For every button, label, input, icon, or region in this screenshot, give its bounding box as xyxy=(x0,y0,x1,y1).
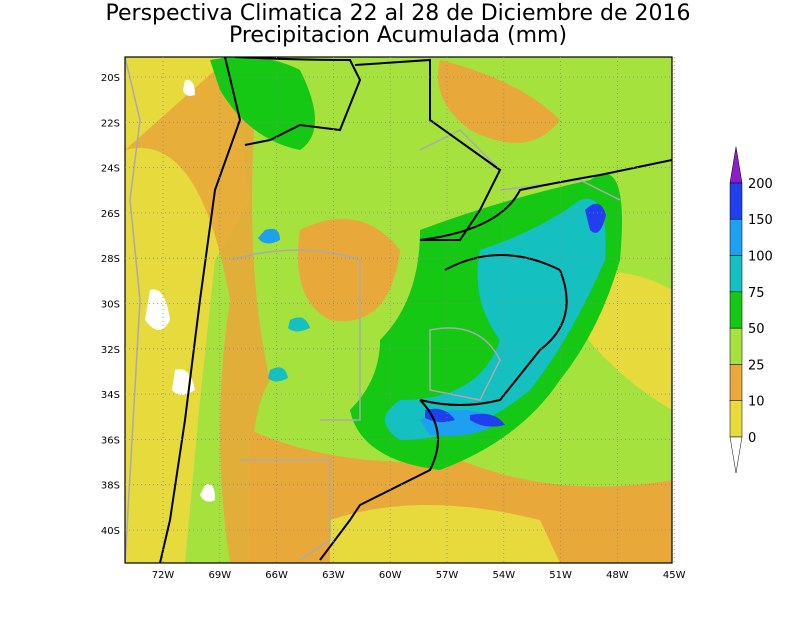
graticule: 20S 22S 24S 26S 28S 30S 32S 34S 36S 38S 40S 72W 69W 6… xyxy=(101,57,686,581)
colorbar-label: 25 xyxy=(748,358,765,373)
lat-label: 22S xyxy=(101,118,120,129)
lat-label: 24S xyxy=(101,164,120,175)
lat-label: 32S xyxy=(101,345,120,356)
colorbar-label: 10 xyxy=(748,395,765,410)
lon-label: 69W xyxy=(208,570,231,581)
lat-label: 28S xyxy=(101,254,120,265)
colorbar-label: 150 xyxy=(748,213,773,228)
colorbar-band xyxy=(729,255,743,293)
lat-label: 26S xyxy=(101,209,120,220)
colorbar-under xyxy=(729,436,743,474)
lon-label: 66W xyxy=(265,570,288,581)
title: Perspectiva Climatica 22 al 28 de Diciem… xyxy=(106,1,691,26)
map-frame xyxy=(124,56,673,564)
colorbar-band xyxy=(729,291,743,329)
lon-label: 63W xyxy=(322,570,345,581)
lat-label: 38S xyxy=(101,481,120,492)
lon-label: 48W xyxy=(606,570,629,581)
lat-label: 30S xyxy=(101,300,120,311)
colorbar-label: 75 xyxy=(748,286,765,301)
colorbar-label: 0 xyxy=(748,431,756,446)
colorbar-over xyxy=(729,146,743,184)
lon-label: 54W xyxy=(492,570,515,581)
colorbar-label: 100 xyxy=(748,250,773,265)
lat-label: 36S xyxy=(101,435,120,446)
colorbar-band xyxy=(729,400,743,438)
colorbar-band xyxy=(729,327,743,365)
colorbar-label: 50 xyxy=(748,322,765,337)
lon-label: 60W xyxy=(379,570,402,581)
lat-label: 34S xyxy=(101,390,120,401)
lon-label: 45W xyxy=(663,570,686,581)
precip-map xyxy=(125,57,672,563)
colorbar-band xyxy=(729,182,743,220)
lon-label: 51W xyxy=(549,570,572,581)
colorbar: 0 10 25 50 75 100 150 200 xyxy=(729,146,773,474)
lon-label: 57W xyxy=(436,570,459,581)
lat-label: 20S xyxy=(101,73,120,84)
colorbar-band xyxy=(729,218,743,256)
colorbar-band xyxy=(729,364,743,401)
lon-label: 72W xyxy=(152,570,175,581)
colorbar-label: 200 xyxy=(748,177,773,192)
subtitle: Precipitacion Acumulada (mm) xyxy=(229,23,567,48)
lat-label: 40S xyxy=(101,526,120,537)
